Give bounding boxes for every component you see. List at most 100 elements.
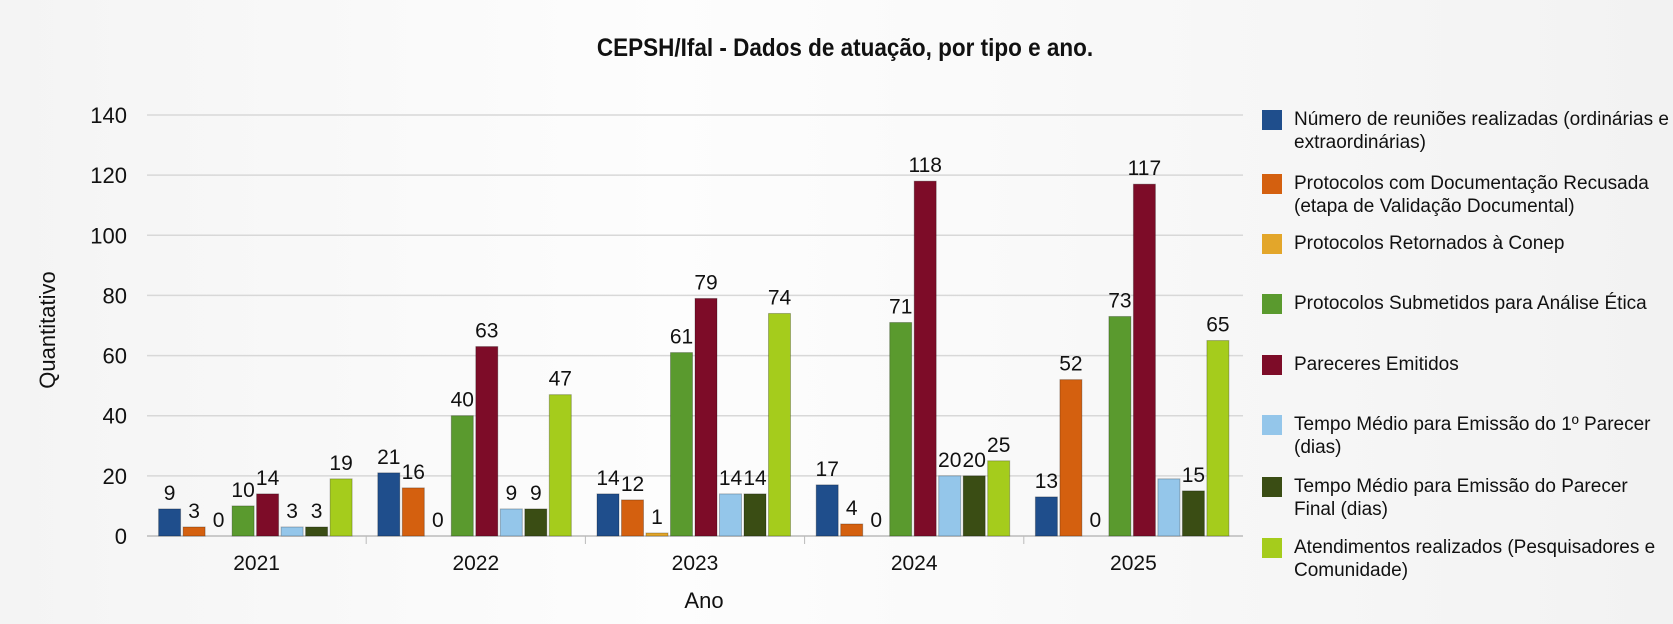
data-label: 47 bbox=[549, 368, 572, 391]
data-label: 0 bbox=[432, 509, 444, 532]
data-label: 63 bbox=[475, 320, 498, 343]
bar-2022-series5 bbox=[475, 346, 499, 537]
y-tick-label: 40 bbox=[103, 404, 127, 429]
data-label: 14 bbox=[596, 467, 620, 490]
bar-2023-series5 bbox=[694, 297, 718, 537]
data-label: 65 bbox=[1206, 314, 1229, 337]
legend-swatch bbox=[1262, 538, 1282, 558]
x-tick-label: 2023 bbox=[672, 552, 719, 575]
legend-item: Atendimentos realizados (Pesquisadores e… bbox=[1262, 536, 1672, 582]
data-label: 0 bbox=[1090, 509, 1102, 532]
legend-label: Tempo Médio para Emissão do 1º Parecer (… bbox=[1294, 414, 1651, 458]
y-tick-label: 20 bbox=[103, 464, 127, 489]
legend-label: Número de reuniões realizadas (ordinária… bbox=[1294, 109, 1669, 153]
bar-2022-series7 bbox=[524, 508, 548, 537]
bar-2025-series4 bbox=[1108, 315, 1132, 537]
legend-swatch bbox=[1262, 477, 1282, 497]
bar-2022-series2 bbox=[401, 487, 425, 537]
x-tick-label: 2021 bbox=[233, 552, 280, 575]
legend-item: Tempo Médio para Emissão do 1º Parecer (… bbox=[1262, 413, 1672, 459]
legend-swatch bbox=[1262, 355, 1282, 375]
legend-label: Atendimentos realizados (Pesquisadores e… bbox=[1294, 537, 1656, 581]
data-label: 9 bbox=[505, 482, 517, 505]
y-tick-label: 60 bbox=[103, 344, 127, 369]
legend-swatch bbox=[1262, 415, 1282, 435]
data-label: 16 bbox=[402, 461, 425, 484]
data-label: 40 bbox=[451, 389, 474, 412]
bar-2024-series6 bbox=[938, 475, 962, 537]
data-label: 4 bbox=[846, 497, 858, 520]
data-label: 9 bbox=[530, 482, 542, 505]
bar-2023-series3 bbox=[645, 532, 669, 537]
bar-2025-series7 bbox=[1181, 490, 1205, 537]
legend-label: Pareceres Emitidos bbox=[1294, 354, 1459, 375]
bar-2025-series1 bbox=[1034, 496, 1058, 537]
bar-2023-series8 bbox=[768, 312, 791, 537]
bar-2025-series2 bbox=[1059, 379, 1083, 537]
data-label: 71 bbox=[889, 295, 912, 318]
legend-label: Protocolos com Documentação Recusada (et… bbox=[1294, 173, 1649, 217]
data-label: 21 bbox=[377, 446, 400, 469]
y-tick-label: 0 bbox=[115, 524, 127, 549]
legend-item: Protocolos Submetidos para Análise Ética bbox=[1262, 292, 1672, 315]
bar-2023-series4 bbox=[670, 352, 693, 537]
data-label: 79 bbox=[694, 271, 717, 294]
bar-2021-series4 bbox=[231, 505, 255, 537]
y-tick-label: 140 bbox=[90, 103, 127, 128]
data-label: 14 bbox=[743, 467, 767, 490]
bar-2024-series1 bbox=[815, 484, 839, 537]
data-label: 9 bbox=[164, 482, 176, 505]
legend-item: Protocolos com Documentação Recusada (et… bbox=[1262, 172, 1672, 218]
chart-title: CEPSH/Ifal - Dados de atuação, por tipo … bbox=[596, 34, 1094, 62]
y-tick-label: 100 bbox=[90, 223, 127, 248]
bar-2021-series6 bbox=[280, 526, 304, 537]
bar-2024-series8 bbox=[987, 460, 1011, 537]
data-label: 19 bbox=[329, 452, 352, 475]
bar-2023-series6 bbox=[719, 493, 742, 537]
bar-2023-series1 bbox=[596, 493, 620, 537]
data-label: 3 bbox=[311, 500, 323, 523]
data-label: 0 bbox=[870, 509, 882, 532]
data-label: 118 bbox=[908, 154, 941, 177]
legend-label: Protocolos Submetidos para Análise Ética bbox=[1294, 293, 1647, 314]
bar-2022-series6 bbox=[499, 508, 523, 537]
bar-2025-series8 bbox=[1206, 340, 1230, 537]
bar-2024-series7 bbox=[962, 475, 986, 537]
data-label: 61 bbox=[670, 326, 693, 349]
y-tick-label: 80 bbox=[103, 283, 127, 308]
data-label: 14 bbox=[256, 467, 280, 490]
data-label: 74 bbox=[768, 286, 792, 309]
legend-label: Protocolos Retornados à Conep bbox=[1294, 233, 1565, 254]
bar-2021-series5 bbox=[256, 493, 280, 537]
data-label: 20 bbox=[938, 449, 961, 472]
data-label: 52 bbox=[1059, 353, 1082, 376]
data-label: 14 bbox=[719, 467, 743, 490]
legend-item: Número de reuniões realizadas (ordinária… bbox=[1262, 108, 1672, 154]
legend-swatch bbox=[1262, 110, 1282, 130]
bar-2022-series4 bbox=[450, 415, 474, 537]
bar-2024-series2 bbox=[840, 523, 864, 537]
y-tick-label: 120 bbox=[90, 163, 127, 188]
bar-2022-series8 bbox=[548, 394, 572, 537]
bar-2023-series2 bbox=[621, 499, 644, 537]
bar-2023-series7 bbox=[743, 493, 767, 537]
data-label: 3 bbox=[188, 500, 200, 523]
data-label: 12 bbox=[621, 473, 644, 496]
legend-item: Tempo Médio para Emissão do Parecer Fina… bbox=[1262, 475, 1672, 521]
data-label: 117 bbox=[1128, 157, 1161, 180]
data-label: 10 bbox=[231, 479, 254, 502]
data-label: 13 bbox=[1035, 470, 1058, 493]
bar-2024-series4 bbox=[889, 321, 913, 537]
bar-2021-series8 bbox=[329, 478, 353, 537]
bar-2025-series6 bbox=[1157, 478, 1181, 537]
data-label: 20 bbox=[963, 449, 986, 472]
data-label: 73 bbox=[1108, 289, 1131, 312]
bar-2025-series5 bbox=[1132, 183, 1156, 537]
legend-swatch bbox=[1262, 294, 1282, 314]
legend-label: Tempo Médio para Emissão do Parecer Fina… bbox=[1294, 476, 1628, 520]
bar-2021-series2 bbox=[182, 526, 206, 537]
x-tick-label: 2025 bbox=[1110, 552, 1157, 575]
data-label: 1 bbox=[651, 506, 663, 529]
x-tick-label: 2022 bbox=[452, 552, 499, 575]
data-label: 3 bbox=[286, 500, 298, 523]
